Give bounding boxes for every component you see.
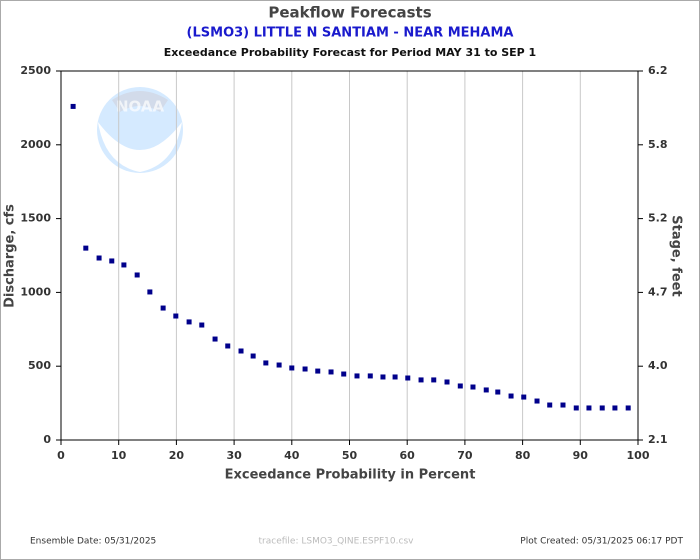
- logo-text: NOAA: [116, 98, 165, 116]
- point: [495, 389, 501, 395]
- footer-left: Ensemble Date: 05/31/2025: [30, 537, 156, 547]
- footer-center: tracefile: LSMO3_QINE.ESPF10.csv: [259, 537, 415, 547]
- y-tick-label: 500: [28, 359, 51, 372]
- point: [625, 405, 631, 411]
- point: [354, 373, 360, 379]
- point: [134, 272, 140, 278]
- plot-border: [60, 70, 639, 441]
- x-tick-label: 0: [57, 449, 65, 462]
- point: [560, 402, 566, 408]
- x-tick-label: 90: [573, 449, 589, 462]
- point: [380, 374, 386, 380]
- x-tick-label: 40: [284, 449, 300, 462]
- y-tick-label: 2000: [20, 138, 51, 151]
- y-axis-label: Discharge, cfs: [3, 204, 18, 308]
- point: [444, 379, 450, 385]
- y-tick-label: 0: [43, 433, 51, 446]
- point: [238, 348, 244, 354]
- point: [186, 319, 192, 325]
- chart-title: Peakflow Forecasts: [268, 4, 431, 22]
- point: [199, 322, 205, 328]
- y2-tick-label: 6.2: [648, 64, 668, 77]
- chart-subtitle: (LSMO3) LITTLE N SANTIAM - NEAR MEHAMA: [187, 26, 514, 41]
- y2-tick-label: 4.7: [648, 285, 668, 298]
- point: [250, 353, 256, 359]
- point: [341, 371, 347, 377]
- point: [470, 384, 476, 390]
- y-tick-label: 1000: [20, 285, 51, 298]
- point: [483, 387, 489, 393]
- x-tick-label: 60: [400, 449, 416, 462]
- y2-axis-label: Stage, feet: [669, 215, 684, 296]
- y-tick-label: 1500: [20, 212, 51, 225]
- point: [418, 377, 424, 383]
- point: [96, 255, 102, 261]
- footer-right: Plot Created: 05/31/2025 06:17 PDT: [520, 537, 683, 547]
- point: [328, 369, 334, 375]
- point: [547, 402, 553, 408]
- point: [160, 305, 166, 311]
- x-tick-label: 100: [627, 449, 650, 462]
- x-tick-label: 20: [169, 449, 185, 462]
- y2-tick-label: 5.8: [648, 138, 668, 151]
- point: [147, 289, 153, 295]
- point: [109, 258, 115, 264]
- x-tick-label: 70: [457, 449, 473, 462]
- point: [431, 377, 437, 383]
- y2-tick-label: 2.1: [648, 433, 668, 446]
- point: [212, 336, 218, 342]
- point: [173, 313, 179, 319]
- point: [508, 393, 514, 399]
- point: [276, 362, 282, 368]
- point: [405, 375, 411, 381]
- point: [599, 405, 605, 411]
- point: [534, 398, 540, 404]
- point: [225, 343, 231, 349]
- point: [573, 405, 579, 411]
- point: [263, 360, 269, 366]
- chart-description: Exceedance Probability Forecast for Peri…: [164, 46, 536, 59]
- point: [457, 383, 463, 389]
- x-tick-label: 50: [342, 449, 358, 462]
- point: [302, 366, 308, 372]
- x-tick-label: 10: [111, 449, 127, 462]
- point: [70, 103, 76, 109]
- y2-tick-label: 4.0: [648, 359, 668, 372]
- point: [521, 394, 527, 400]
- x-axis-label: Exceedance Probability in Percent: [225, 468, 476, 483]
- x-tick-label: 80: [515, 449, 531, 462]
- point: [83, 245, 89, 251]
- x-tick-label: 30: [226, 449, 242, 462]
- point: [392, 374, 398, 380]
- point: [289, 365, 295, 371]
- point: [315, 368, 321, 374]
- y2-tick-label: 5.2: [648, 212, 668, 225]
- point: [367, 373, 373, 379]
- y-tick-label: 2500: [20, 64, 51, 77]
- point: [586, 405, 592, 411]
- point: [612, 405, 618, 411]
- point: [121, 262, 127, 268]
